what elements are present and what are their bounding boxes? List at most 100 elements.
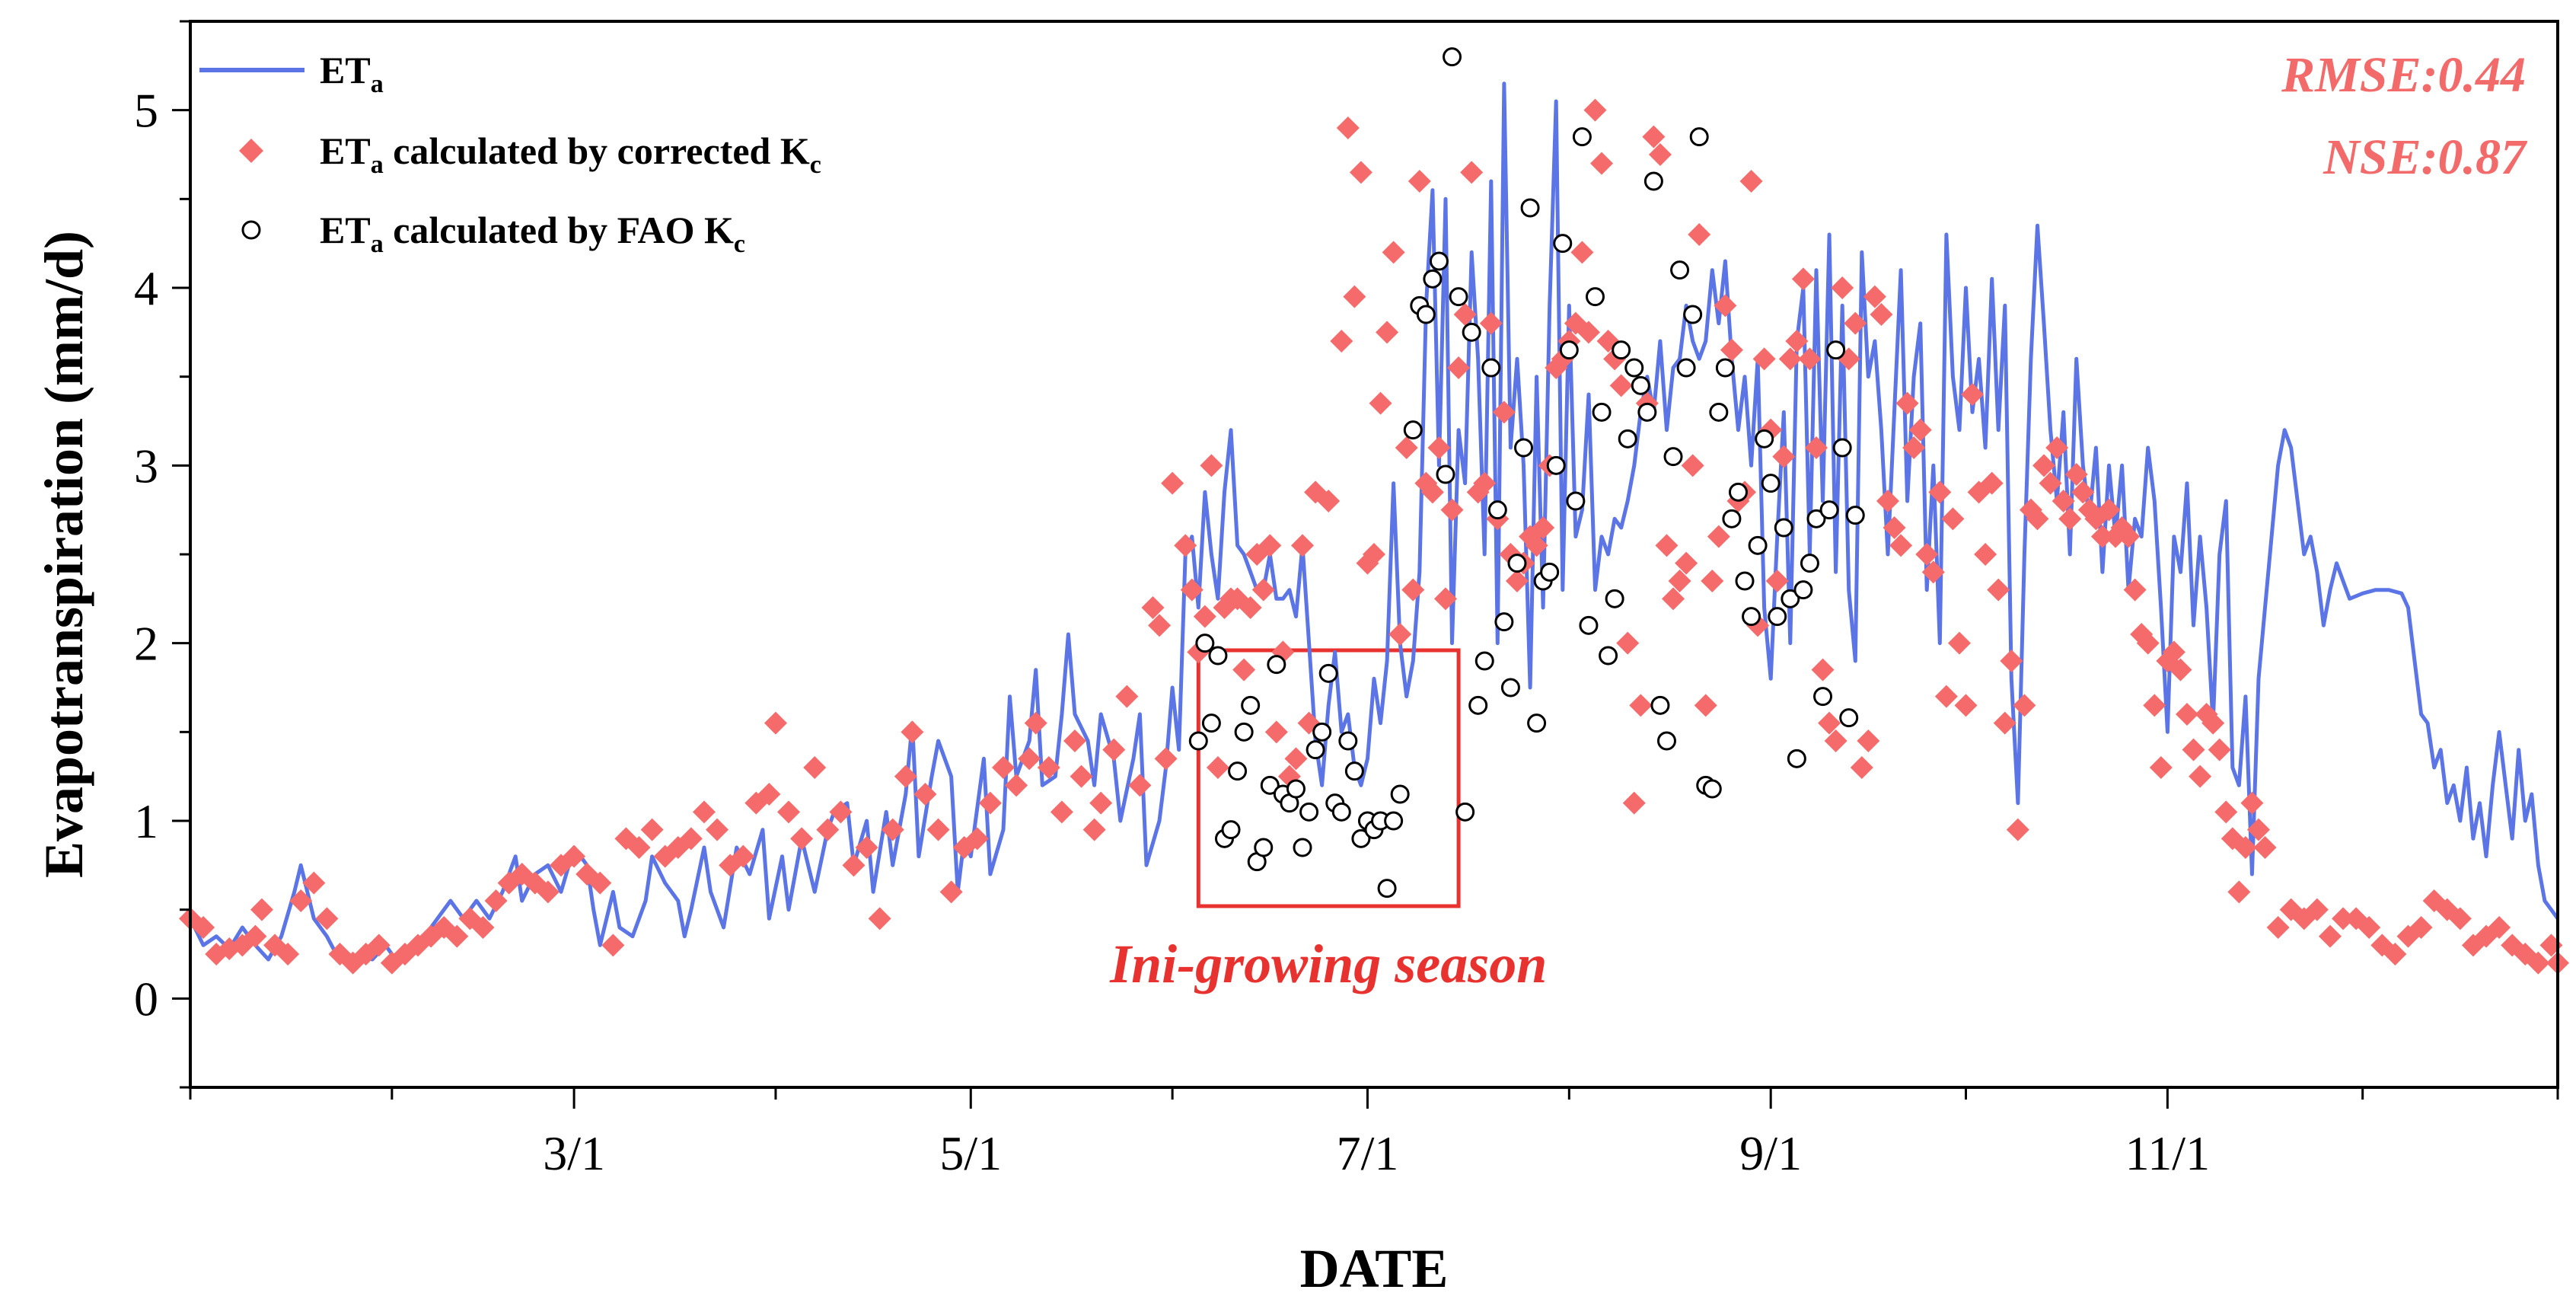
- corrected-kc-point: [1206, 756, 1229, 779]
- fao-kc-point: [1208, 646, 1228, 666]
- corrected-kc-point: [1675, 551, 1698, 575]
- corrected-kc-point: [563, 844, 586, 868]
- corrected-kc-point: [484, 889, 508, 912]
- corrected-kc-point: [1440, 498, 1464, 522]
- corrected-kc-point: [1993, 711, 2016, 735]
- fao-kc-point: [1540, 562, 1560, 582]
- corrected-kc-point: [2383, 943, 2407, 966]
- corrected-kc-point: [2208, 738, 2231, 761]
- y-tick-label: 5: [134, 84, 158, 138]
- corrected-kc-point: [855, 836, 878, 859]
- fao-kc-point: [1416, 305, 1436, 324]
- corrected-kc-point: [1460, 161, 1484, 184]
- corrected-kc-point: [536, 880, 560, 904]
- corrected-kc-point: [2318, 924, 2342, 948]
- corrected-kc-point: [1980, 471, 2004, 495]
- eta-line-series: [188, 81, 2560, 966]
- corrected-kc-point: [2175, 703, 2198, 726]
- corrected-kc-point: [250, 898, 273, 921]
- corrected-kc-point: [2090, 525, 2114, 548]
- fao-kc-point: [1384, 811, 1404, 831]
- fao-kc-point: [1572, 127, 1592, 147]
- x-axis-ticks: 3/1 5/1 7/1 9/1 11/1: [189, 1087, 2559, 1180]
- corrected-kc-point: [1648, 143, 1672, 166]
- fao-kc-point: [1826, 340, 1846, 360]
- corrected-kc-point: [829, 800, 853, 824]
- corrected-kc-point: [1811, 658, 1835, 682]
- fao-kc-point: [1344, 761, 1364, 781]
- corrected-kc-point: [1317, 490, 1341, 512]
- corrected-kc-point: [894, 765, 917, 788]
- corrected-kc-point: [679, 827, 703, 851]
- fao-kc-point: [1494, 612, 1514, 632]
- fao-kc-point: [1781, 589, 1800, 608]
- fao-kc-point: [1546, 455, 1566, 475]
- fao-kc-point: [1468, 695, 1488, 715]
- corrected-kc-point: [978, 791, 1002, 815]
- x-tick-label: 9/1: [1739, 1126, 1802, 1180]
- corrected-kc-point: [939, 880, 963, 904]
- corrected-kc-point: [1720, 338, 1743, 362]
- fao-kc-point: [1722, 509, 1742, 528]
- corrected-kc-point: [1921, 560, 1945, 584]
- corrected-kc-point: [1915, 543, 1939, 566]
- corrected-kc-point: [1714, 294, 1737, 318]
- x-tick-label: 11/1: [2125, 1126, 2210, 1180]
- corrected-kc-point: [1577, 321, 1600, 344]
- corrected-kc-point: [2000, 650, 2023, 672]
- corrected-kc-point: [244, 924, 267, 948]
- fao-kc-point: [1800, 554, 1819, 573]
- corrected-kc-point: [1902, 436, 1926, 459]
- fao-kc-point: [1748, 535, 1768, 555]
- fao-kc-point: [1455, 802, 1475, 822]
- corrected-kc-point: [1479, 311, 1503, 335]
- corrected-kc-point: [1395, 436, 1418, 459]
- fao-kc-point: [1487, 500, 1507, 520]
- corrected-kc-point: [991, 756, 1015, 779]
- corrected-kc-point: [2052, 490, 2075, 512]
- corrected-kc-point: [1200, 454, 1223, 477]
- fao-kc-point: [1449, 287, 1468, 307]
- corrected-kc-point: [192, 916, 215, 939]
- corrected-kc-point: [1681, 454, 1704, 477]
- corrected-kc-point: [1401, 578, 1425, 602]
- eta-line: [188, 81, 2560, 966]
- corrected-kc-point: [276, 943, 300, 966]
- corrected-kc-point: [2332, 907, 2355, 931]
- corrected-kc-point: [1609, 374, 1633, 397]
- corrected-kc-point: [777, 800, 801, 824]
- corrected-kc-point: [601, 934, 625, 957]
- fao-kc-point: [1507, 554, 1527, 573]
- fao-kc-point: [1806, 509, 1826, 528]
- fao-kc-point: [1234, 722, 1254, 742]
- fao-kc-point: [1514, 438, 1534, 458]
- corrected-kc-point: [1895, 391, 1919, 415]
- corrected-kc-point: [1382, 241, 1405, 264]
- corrected-kc-point: [2358, 916, 2381, 939]
- corrected-kc-point: [289, 889, 313, 912]
- y-axis-ticks: 0 1 2 3 4 5: [134, 20, 190, 1089]
- corrected-kc-point: [2162, 640, 2185, 664]
- fao-kc-point: [1267, 655, 1286, 675]
- fao-kc-point: [1689, 127, 1709, 147]
- fao-kc-point: [1631, 375, 1650, 395]
- fao-kc-point: [1618, 429, 1637, 448]
- corrected-kc-point: [1336, 117, 1360, 139]
- corrected-kc-point: [1739, 170, 1763, 193]
- corrected-kc-point: [1987, 578, 2010, 602]
- corrected-kc-point: [2246, 818, 2270, 841]
- fao-kc-series: [1188, 47, 1865, 899]
- stats-rmse: RMSE:0.44: [2281, 47, 2526, 103]
- corrected-kc-point: [1870, 303, 1893, 326]
- corrected-kc-point: [2201, 711, 2225, 735]
- annotation-box-group: [1196, 648, 1461, 908]
- fao-kc-point: [1228, 761, 1248, 781]
- corrected-kc-point: [2039, 471, 2062, 495]
- y-axis-title: Evapotranspiration (mm/d): [33, 231, 94, 878]
- fao-kc-point: [1221, 820, 1241, 840]
- corrected-kc-point: [2409, 916, 2433, 939]
- fao-kc-point: [1403, 420, 1423, 440]
- corrected-kc-point: [1707, 525, 1730, 548]
- fao-kc-point: [1566, 491, 1586, 511]
